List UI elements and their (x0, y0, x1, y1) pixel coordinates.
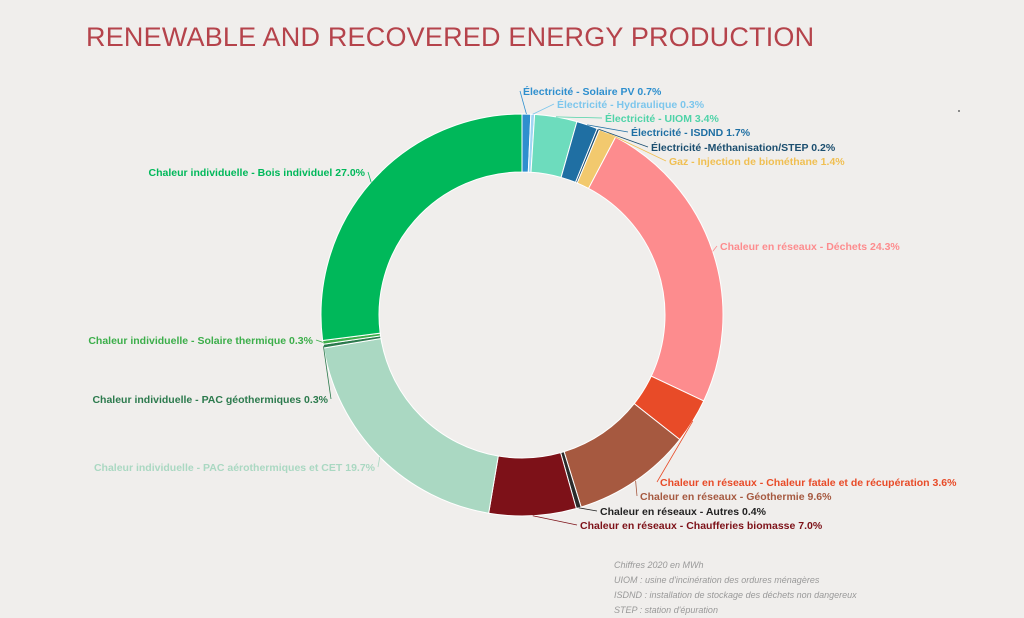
slice-label: Chaleur en réseaux - Autres 0.4% (600, 506, 767, 518)
donut-slice (323, 337, 499, 514)
slice-label: Chaleur individuelle - Bois individuel 2… (149, 167, 366, 179)
leader-line (598, 128, 649, 148)
leader-line (712, 245, 718, 252)
leader-line (656, 420, 694, 483)
note-line: UIOM : usine d'incinération des ordures … (614, 575, 820, 585)
slice-label: Électricité - ISDND 1.7% (631, 126, 751, 139)
leader-line (635, 480, 638, 497)
slice-label: Chaleur en réseaux - Déchets 24.3% (720, 241, 900, 253)
leader-line (532, 515, 578, 526)
chart-title: RENEWABLE AND RECOVERED ENERGY PRODUCTIO… (86, 22, 815, 52)
slice-label: Chaleur en réseaux - Chaufferies biomass… (580, 520, 823, 532)
slice-label: Chaleur individuelle - PAC géothermiques… (92, 394, 328, 406)
slice-label: Chaleur en réseaux - Géothermie 9.6% (640, 491, 832, 503)
donut-slice (587, 136, 724, 402)
note-line: STEP : station d'épuration (614, 605, 718, 615)
slice-label: Électricité -Méthanisation/STEP 0.2% (651, 141, 836, 154)
leader-line (555, 116, 603, 119)
leader-line (532, 103, 555, 115)
leader-line (367, 171, 372, 183)
note-line: Chiffres 2020 en MWh (614, 560, 704, 570)
slice-label: Gaz - Injection de biométhane 1.4% (669, 156, 845, 168)
slice-label: Électricité - UIOM 3.4% (605, 112, 719, 125)
donut-slice (320, 113, 523, 342)
chart-notes: Chiffres 2020 en MWh UIOM : usine d'inci… (614, 558, 857, 618)
stray-dot (958, 110, 960, 112)
leader-line (323, 346, 332, 400)
slice-label: Électricité - Hydraulique 0.3% (557, 98, 705, 111)
slice-label: Électricité - Solaire PV 0.7% (523, 85, 662, 98)
leader-line (519, 90, 527, 115)
slice-label: Chaleur individuelle - Solaire thermique… (88, 335, 313, 347)
leader-line (377, 456, 381, 468)
note-line: ISDND : installation de stockage des déc… (614, 590, 857, 600)
slice-label: Chaleur individuelle - PAC aérothermique… (94, 462, 376, 474)
slice-label: Chaleur en réseaux - Chaleur fatale et d… (660, 477, 957, 489)
donut-slice (488, 452, 577, 517)
leader-line (587, 124, 629, 133)
leader-line (578, 507, 598, 512)
leader-line (315, 339, 324, 343)
leader-line (607, 132, 667, 162)
